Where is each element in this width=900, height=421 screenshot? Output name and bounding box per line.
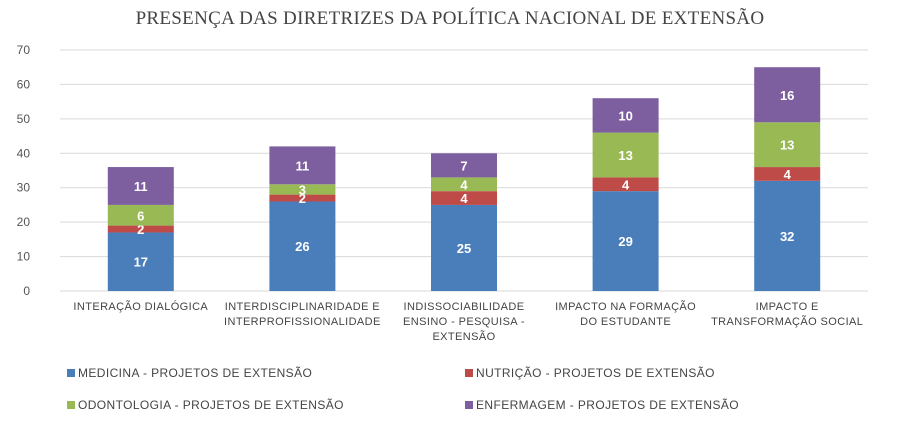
y-tick-label: 70 [17, 43, 31, 57]
bar-segment [592, 191, 659, 291]
x-category-label: INTERPROFISSIONALIDADE [224, 316, 381, 328]
bar-segment [269, 201, 336, 291]
y-tick-label: 40 [17, 146, 31, 160]
data-label: 7 [460, 158, 467, 173]
chart-title: PRESENÇA DAS DIRETRIZES DA POLÍTICA NACI… [136, 7, 765, 29]
bar-segment [431, 191, 497, 205]
bar-segment [754, 67, 821, 123]
data-label: 11 [296, 158, 310, 173]
bar-segment [431, 153, 497, 178]
legend: MEDICINA - PROJETOS DE EXTENSÃO NUTRIÇÃO … [67, 366, 739, 412]
bar-segment [107, 167, 174, 205]
y-tick-label: 50 [17, 112, 31, 126]
x-category-label: TRANSFORMAÇÃO SOCIAL [711, 315, 863, 328]
x-category-label: INTERAÇÃO DIALÓGICA [73, 300, 208, 313]
data-label: 11 [134, 179, 148, 194]
bar-segment [754, 122, 821, 168]
data-label: 13 [780, 138, 794, 153]
data-label: 29 [618, 234, 632, 249]
y-tick-label: 30 [17, 181, 31, 195]
legend-label: MEDICINA - PROJETOS DE EXTENSÃO [78, 366, 312, 380]
data-label: 13 [618, 148, 632, 163]
bar-segment [269, 146, 336, 185]
legend-label: ODONTOLOGIA - PROJETOS DE EXTENSÃO [78, 398, 344, 412]
bar-segment [592, 177, 659, 192]
data-label: 26 [295, 239, 309, 254]
y-tick-label: 20 [17, 215, 31, 229]
x-category-label: INDISSOCIABILIDADE [404, 301, 525, 313]
data-label: 10 [618, 108, 632, 123]
bar-segment [592, 132, 659, 178]
data-label: 3 [299, 182, 306, 197]
legend-swatch [67, 401, 75, 409]
bar-segment [269, 194, 336, 202]
legend-item: MEDICINA - PROJETOS DE EXTENSÃO [67, 366, 312, 380]
data-label: 16 [780, 88, 794, 103]
legend-label: NUTRIÇÃO - PROJETOS DE EXTENSÃO [476, 366, 715, 380]
y-axis: 0 10 20 30 40 50 60 70 [17, 43, 31, 298]
bar-segment [107, 204, 174, 226]
data-label: 2 [137, 222, 144, 237]
data-label: 4 [784, 167, 792, 182]
bar-segment [431, 204, 497, 291]
x-axis: INTERAÇÃO DIALÓGICA INTERDISCIPLINARIDADE… [73, 300, 863, 343]
x-category-label: DO ESTUDANTE [580, 316, 671, 328]
x-category-label: ENSINO - PESQUISA - [403, 316, 525, 328]
data-label: 25 [457, 241, 471, 256]
bar-segment [754, 167, 821, 181]
x-category-label: INTERDISCIPLINARIDADE E [225, 301, 380, 313]
bar-segment [269, 184, 336, 195]
bar-segment [107, 225, 174, 233]
data-label: 4 [460, 177, 468, 192]
legend-swatch [67, 369, 75, 377]
data-label: 4 [622, 177, 630, 192]
legend-swatch [465, 401, 473, 409]
legend-swatch [465, 369, 473, 377]
bar-segment [107, 232, 174, 291]
x-category-label: IMPACTO E [756, 301, 819, 313]
legend-label: ENFERMAGEM - PROJETOS DE EXTENSÃO [476, 398, 739, 412]
x-category-label: IMPACTO NA FORMAÇÃO [555, 300, 696, 313]
legend-item: ODONTOLOGIA - PROJETOS DE EXTENSÃO [67, 398, 344, 412]
legend-item: NUTRIÇÃO - PROJETOS DE EXTENSÃO [465, 366, 715, 380]
data-label: 32 [780, 229, 794, 244]
y-tick-label: 60 [17, 77, 31, 91]
bar-segment [754, 180, 821, 291]
bar-segment [592, 98, 659, 133]
data-label: 6 [137, 208, 144, 223]
bar-segment [431, 177, 497, 192]
data-label: 17 [134, 255, 148, 270]
data-label: 2 [299, 191, 306, 206]
data-label: 4 [460, 191, 468, 206]
legend-item: ENFERMAGEM - PROJETOS DE EXTENSÃO [465, 398, 739, 412]
y-tick-label: 10 [17, 250, 31, 264]
x-category-label: EXTENSÃO [432, 330, 495, 343]
y-tick-label: 0 [23, 284, 30, 298]
